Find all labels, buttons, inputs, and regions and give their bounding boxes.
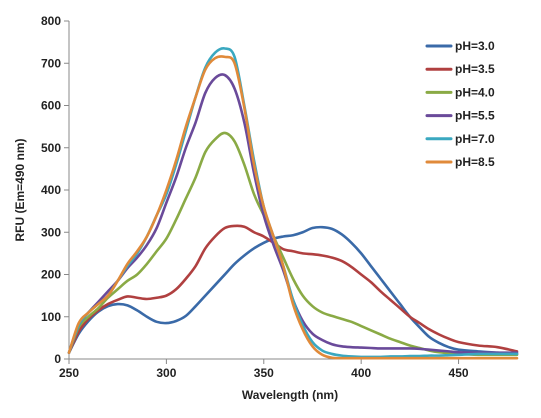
series-line-ph-5-5 [67,73,519,354]
series-line-ph-3-5 [67,224,519,354]
legend-label-ph-4-0: pH=4.0 [455,85,495,99]
x-axis-title: Wavelength (nm) [242,388,338,402]
y-tick-label: 100 [41,310,61,324]
x-tick-label: 450 [449,366,469,380]
y-tick-label: 700 [41,56,61,70]
legend-label-ph-5-5: pH=5.5 [455,109,495,123]
x-tick-label: 400 [351,366,371,380]
series-line-ph-4-0 [67,131,519,357]
y-tick-label: 200 [41,268,61,282]
x-tick-label: 300 [156,366,176,380]
series-line-ph-3-0 [67,225,519,356]
legend: pH=3.0 pH=3.5 pH=4.0 pH=5.5 pH=7.0 pH=8.5 [425,39,495,169]
y-tick-label: 600 [41,99,61,113]
legend-label-ph-8-5: pH=8.5 [455,155,495,169]
legend-label-ph-7-0: pH=7.0 [455,132,495,146]
legend-label-ph-3-0: pH=3.0 [455,39,495,53]
series-line-ph-8-5 [67,55,519,360]
y-tick-label: 400 [41,183,61,197]
y-tick-label: 300 [41,225,61,239]
axes: 0 100 200 300 400 500 600 700 800 250 300 350 400 450 [41,14,517,380]
y-tick-label: 500 [41,141,61,155]
y-tick-label: 800 [41,14,61,28]
legend-label-ph-3-5: pH=3.5 [455,62,495,76]
y-axis-title: RFU (Em=490 nm) [13,138,27,241]
x-tick-label: 350 [254,366,274,380]
y-tick-label: 0 [54,352,61,366]
series-lines [67,47,519,360]
x-tick-label: 250 [59,366,79,380]
